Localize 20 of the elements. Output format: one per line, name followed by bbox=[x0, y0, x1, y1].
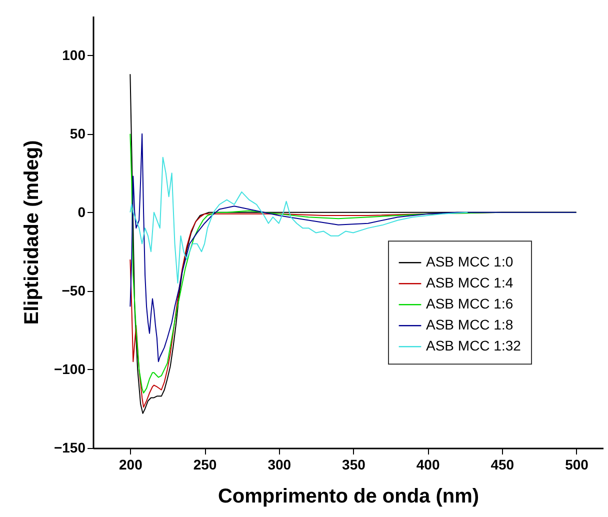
y-tick-label: −100 bbox=[54, 360, 86, 377]
x-tick-label: 500 bbox=[565, 456, 589, 472]
x-tick-label: 400 bbox=[416, 456, 440, 472]
x-axis-title: Comprimento de onda (nm) bbox=[218, 486, 480, 508]
legend-label: ASB MCC 1:6 bbox=[426, 296, 514, 312]
y-tick-label: 0 bbox=[78, 204, 86, 220]
y-tick-label: 100 bbox=[62, 46, 86, 63]
y-tick-label: 50 bbox=[70, 125, 86, 142]
legend-label: ASB MCC 1:32 bbox=[426, 338, 522, 354]
x-tick-label: 450 bbox=[490, 456, 514, 472]
legend-label: ASB MCC 1:8 bbox=[426, 316, 514, 333]
y-axis-title: Elipticidade (mdeg) bbox=[20, 140, 43, 325]
x-tick-label: 200 bbox=[118, 456, 143, 472]
x-tick-label: 250 bbox=[193, 456, 217, 472]
legend-label: ASB MCC 1:0 bbox=[426, 254, 514, 270]
y-tick-label: −150 bbox=[54, 440, 86, 456]
y-tick-label: −50 bbox=[62, 282, 86, 298]
legend-label: ASB MCC 1:4 bbox=[426, 274, 514, 291]
x-tick-label: 350 bbox=[342, 456, 366, 472]
x-tick-label: 300 bbox=[268, 456, 292, 472]
